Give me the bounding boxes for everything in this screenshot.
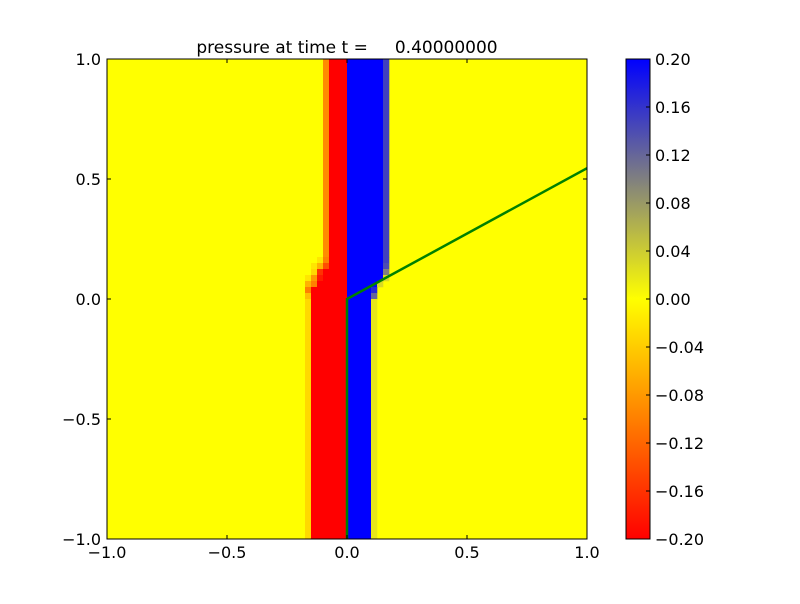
heatmap-cell [305, 275, 312, 282]
heatmap-cell [311, 299, 348, 539]
overlay-line [345, 167, 587, 539]
heatmap-cell [311, 293, 348, 300]
heatmap-cell [383, 59, 390, 258]
heatmap-cell [347, 299, 372, 539]
heatmap-cell [323, 263, 330, 270]
colorbar-tick-label: 0.16 [655, 98, 691, 117]
heatmap-cell [323, 257, 330, 264]
heatmap-cell [383, 269, 390, 276]
x-axis: −1.0 −0.5 0.0 0.5 1.0 [88, 59, 600, 562]
y-tick-label: 0.5 [76, 170, 101, 189]
y-axis: −1.0 −0.5 0.0 0.5 1.0 [62, 50, 587, 549]
colorbar-tick-label: 0.04 [655, 242, 691, 261]
heatmap-cell [371, 293, 378, 300]
x-tick-label: 0.0 [334, 543, 359, 562]
heatmap-cell [305, 287, 312, 294]
colorbar-tick-label: −0.04 [655, 338, 704, 357]
heatmap-cell [311, 263, 318, 270]
heatmap-cell [329, 59, 348, 258]
heatmap-cell [317, 275, 324, 282]
heatmap-cell [317, 257, 324, 264]
colorbar-tick-label: −0.16 [655, 482, 704, 501]
heatmap-cell [311, 269, 318, 276]
heatmap-cell [323, 275, 348, 282]
heatmap-cell [311, 275, 318, 282]
heatmap-cell [311, 287, 348, 294]
colorbar-tick-label: 0.08 [655, 194, 691, 213]
x-tick-label: −1.0 [88, 543, 127, 562]
heatmap-cell [347, 275, 384, 282]
heatmap-cell [347, 257, 384, 264]
heatmap-cell [347, 269, 384, 276]
chart-title: pressure at time t = 0.40000000 [196, 38, 497, 58]
heatmap-cell [347, 263, 384, 270]
x-tick-label: −0.5 [208, 543, 247, 562]
heatmap-cell [329, 263, 348, 270]
heatmap-cell [317, 281, 348, 288]
heatmap-cell [383, 257, 390, 264]
x-tick-label: 1.0 [574, 543, 599, 562]
heatmap-cell [317, 263, 324, 270]
colorbar-tick-label: −0.08 [655, 386, 704, 405]
heatmap-cell [347, 281, 378, 288]
colorbar: −0.20 −0.16 −0.12 −0.08 −0.04 0.00 0.04 0.08 0.1… [625, 50, 704, 549]
heatmap-cell [377, 281, 384, 288]
plot-area: −1.0 −0.5 0.0 0.5 1.0 −1.0 −0.5 0.0 0.5 1.0 [62, 50, 600, 562]
colorbar-tick-label: −0.20 [655, 530, 704, 549]
y-tick-label: 0.0 [76, 290, 101, 309]
heatmap-cell [329, 257, 348, 264]
heatmap-cell [323, 269, 348, 276]
heatmap-cell [383, 263, 390, 270]
y-tick-label: −1.0 [62, 530, 101, 549]
heatmap-cell [317, 269, 324, 276]
heatmap-cell [305, 281, 312, 288]
heatmap-cell [311, 281, 318, 288]
heatmap-cell [305, 293, 312, 300]
heatmap-cell [347, 293, 372, 300]
heatmap-cell [323, 59, 330, 258]
y-tick-label: −0.5 [62, 410, 101, 429]
heatmap-cell [371, 287, 378, 294]
colorbar-tick-label: 0.12 [655, 146, 691, 165]
colorbar-tick-label: −0.12 [655, 434, 704, 453]
heatmap-cell [371, 299, 378, 539]
x-tick-label: 0.5 [454, 543, 479, 562]
heatmap-cell [347, 287, 372, 294]
colorbar-tick-label: 0.00 [655, 290, 691, 309]
y-tick-label: 1.0 [76, 50, 101, 69]
heatmap-cell [305, 299, 312, 539]
colorbar-tick-label: 0.20 [655, 50, 691, 69]
heatmap-cell [347, 59, 384, 258]
